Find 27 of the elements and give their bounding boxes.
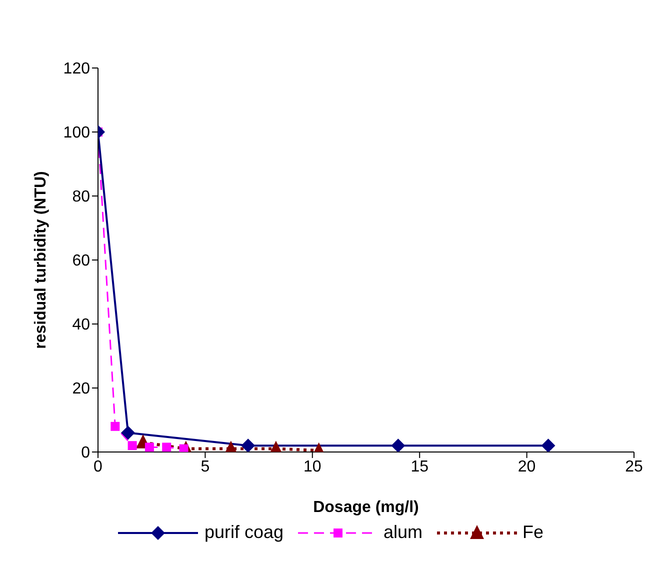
y-axis-title: residual turbidity (NTU) — [32, 171, 50, 349]
point — [541, 438, 556, 452]
y-tick-label: 100 — [63, 124, 90, 142]
point — [391, 438, 406, 452]
point — [179, 444, 188, 452]
x-tick-label: 20 — [518, 458, 536, 476]
x-tick-label: 10 — [304, 458, 322, 476]
x-tick-label: 15 — [410, 458, 429, 476]
point — [110, 422, 120, 431]
x-tick-label: 25 — [625, 458, 643, 476]
y-tick-label: 40 — [72, 316, 90, 334]
point — [128, 441, 137, 450]
point — [121, 426, 136, 440]
legend-label: purif coag — [204, 522, 284, 543]
x-tick-label: 5 — [200, 458, 210, 476]
point — [241, 438, 256, 452]
y-tick-label: 60 — [72, 252, 90, 270]
point — [144, 442, 154, 452]
y-tick-label: 0 — [81, 444, 90, 462]
y-tick-label: 80 — [72, 188, 90, 206]
x-axis-title: Dosage (mg/l) — [313, 499, 419, 516]
point — [162, 442, 172, 452]
y-tick-label: 20 — [72, 380, 90, 398]
y-tick-label: 120 — [63, 60, 90, 78]
x-tick-label: 0 — [94, 458, 103, 476]
legend-label: Fe — [522, 522, 544, 543]
legend-label: alum — [384, 522, 423, 543]
